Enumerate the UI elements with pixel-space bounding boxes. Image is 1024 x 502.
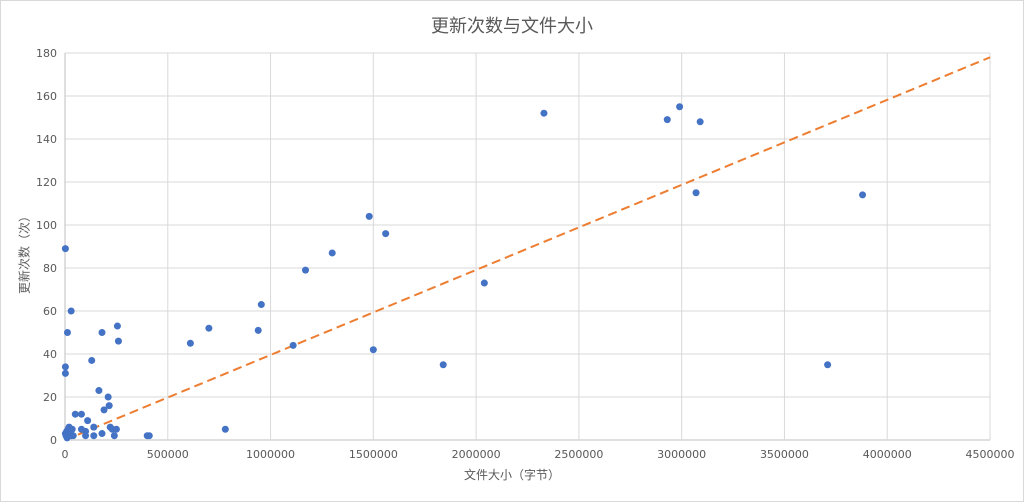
data-point (61, 369, 69, 377)
data-point (480, 279, 488, 287)
data-point (112, 425, 120, 433)
x-tick-label: 1500000 (349, 448, 398, 461)
data-point (365, 212, 373, 220)
data-point (114, 337, 122, 345)
data-point (289, 341, 297, 349)
data-point (302, 266, 309, 274)
data-point (100, 406, 108, 414)
x-axis-label: 文件大小（字节） (463, 468, 560, 482)
data-point (205, 324, 213, 332)
y-tick-label: 20 (43, 391, 57, 404)
data-point (105, 402, 113, 410)
x-tick-label: 3500000 (760, 448, 809, 461)
data-point (90, 423, 98, 431)
data-point (67, 307, 75, 315)
data-point (63, 329, 71, 336)
y-tick-label: 180 (36, 47, 57, 60)
x-tick-label: 4500000 (966, 448, 1015, 461)
data-point (98, 329, 106, 336)
y-tick-label: 0 (50, 434, 57, 447)
data-point (69, 432, 77, 440)
y-tick-label: 100 (36, 219, 57, 232)
x-tick-label: 0 (62, 448, 69, 461)
data-point (369, 346, 377, 354)
data-point (84, 417, 92, 425)
data-point (439, 361, 447, 369)
data-point (82, 432, 90, 440)
data-point (540, 109, 548, 117)
y-tick-label: 160 (36, 90, 57, 103)
x-tick-label: 2000000 (452, 448, 501, 461)
data-point (95, 387, 103, 395)
data-point (88, 356, 96, 364)
data-point (824, 361, 832, 369)
data-point (77, 410, 85, 418)
data-point (663, 116, 671, 124)
x-tick-label: 3000000 (657, 448, 706, 461)
data-point (221, 425, 229, 433)
x-tick-label: 2500000 (554, 448, 603, 461)
data-point (68, 425, 76, 433)
data-point (113, 322, 121, 330)
y-tick-label: 120 (36, 176, 57, 189)
data-point (98, 430, 106, 438)
data-point (859, 191, 867, 199)
data-point (382, 230, 390, 238)
y-tick-label: 60 (43, 305, 57, 318)
y-tick-label: 40 (43, 348, 57, 361)
x-tick-label: 500000 (147, 448, 189, 461)
chart-title: 更新次数与文件大小 (431, 16, 593, 37)
x-tick-label: 1000000 (246, 448, 295, 461)
data-point (328, 249, 336, 257)
data-point (696, 118, 704, 126)
y-tick-label: 80 (43, 262, 57, 275)
data-point (254, 326, 262, 334)
data-point (186, 339, 194, 347)
data-point (692, 189, 700, 197)
data-point (257, 301, 265, 309)
data-point (145, 432, 153, 440)
data-point (104, 393, 112, 401)
x-tick-label: 4000000 (863, 448, 912, 461)
data-point (61, 363, 69, 371)
data-point (90, 432, 98, 440)
trendline (64, 56, 991, 441)
y-tick-label: 140 (36, 133, 57, 146)
data-point (61, 245, 69, 253)
data-point (676, 103, 684, 111)
data-point (71, 410, 79, 418)
data-point (110, 432, 118, 440)
